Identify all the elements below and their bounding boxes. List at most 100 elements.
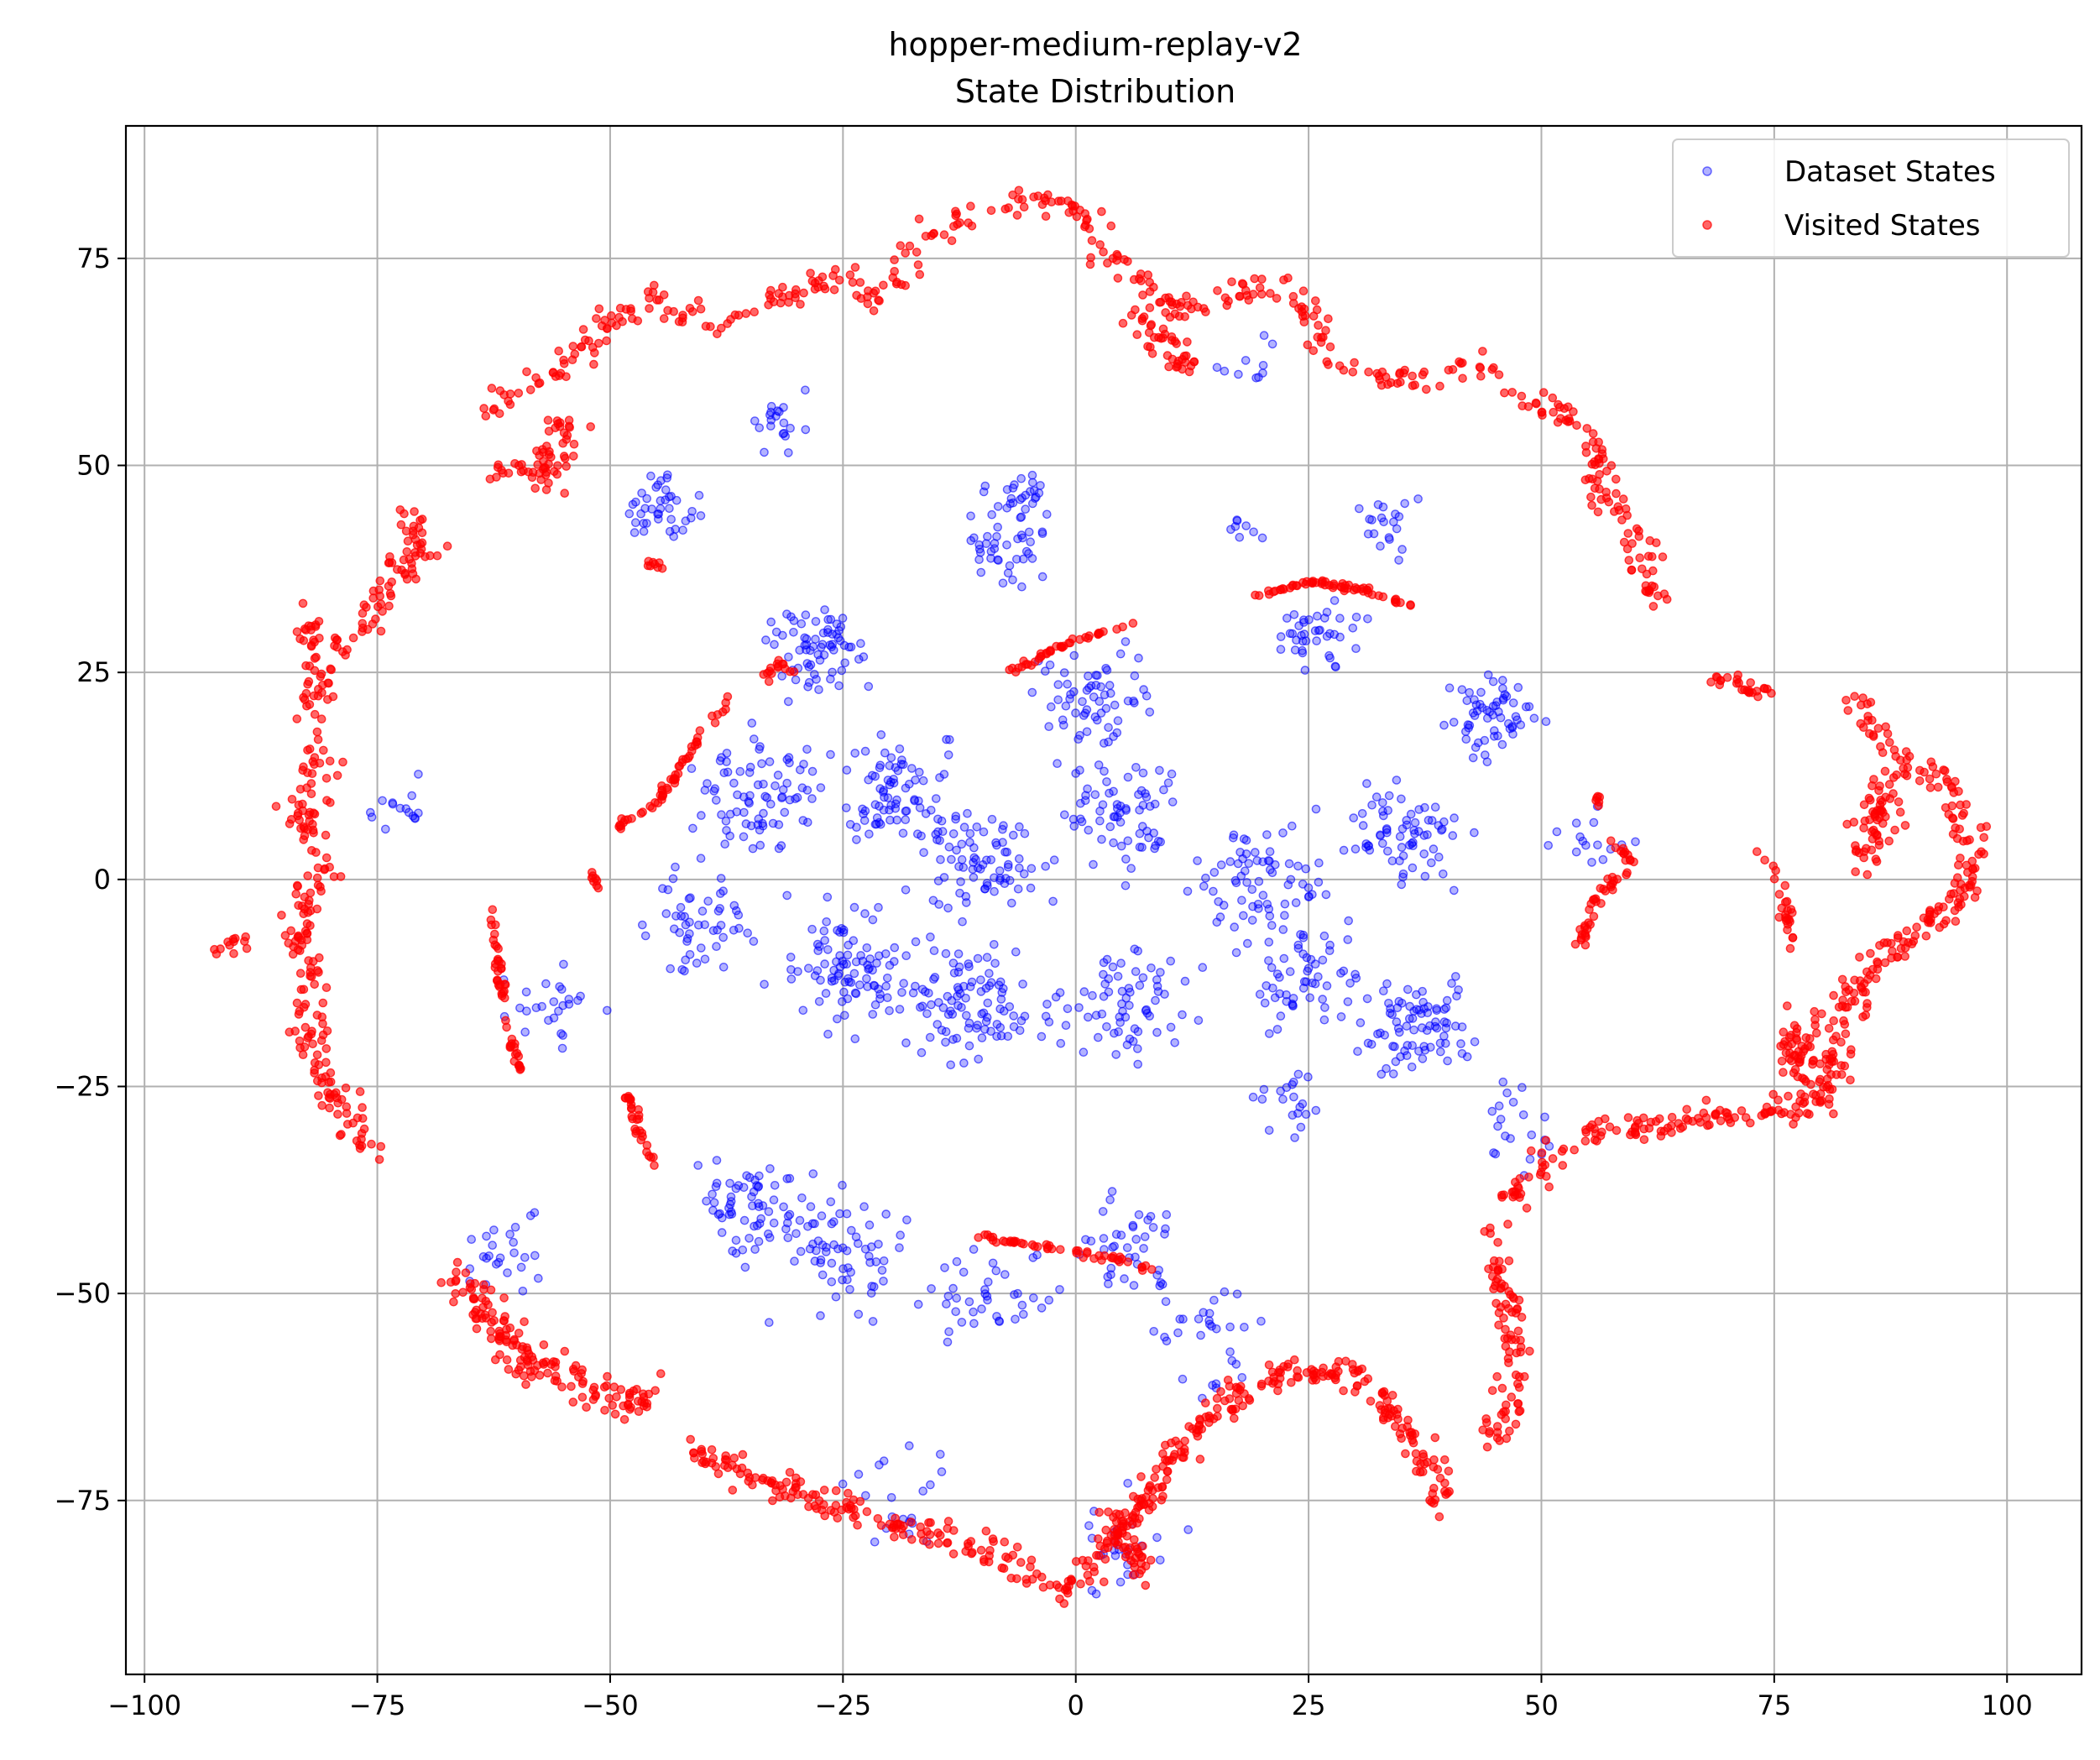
visited-point (300, 1022, 311, 1032)
dataset-point (756, 1214, 766, 1224)
dataset-point (1123, 836, 1133, 846)
dataset-point (1444, 683, 1455, 693)
dataset-point (1388, 1042, 1397, 1051)
dataset-point (832, 957, 841, 967)
visited-point (487, 1318, 497, 1327)
dataset-point (778, 785, 788, 795)
dataset-point (760, 447, 769, 457)
visited-point (856, 294, 866, 303)
visited-point (1902, 926, 1912, 936)
dataset-point (969, 843, 979, 853)
dataset-point (739, 807, 749, 817)
dataset-point (790, 1256, 799, 1266)
dataset-point (1508, 729, 1518, 739)
dataset-point (1147, 964, 1156, 973)
dataset-point (1051, 992, 1061, 1002)
dataset-point (1412, 990, 1421, 1000)
visited-point (1456, 358, 1465, 368)
dataset-point (708, 1205, 718, 1215)
visited-point (1141, 1580, 1151, 1590)
visited-point (1951, 917, 1961, 926)
visited-point (844, 1488, 853, 1498)
visited-point (1188, 297, 1198, 307)
dataset-point (1376, 541, 1385, 551)
visited-point (1958, 837, 1968, 846)
dataset-point (1037, 1031, 1047, 1042)
visited-point (1363, 1374, 1373, 1383)
dataset-point (1178, 1010, 1187, 1020)
visited-point (610, 1409, 620, 1419)
visited-point (1408, 381, 1418, 390)
visited-point (1855, 953, 1864, 962)
dataset-point (1351, 974, 1361, 983)
visited-point (775, 1492, 785, 1502)
dataset-point (708, 1189, 717, 1199)
dataset-point (1379, 517, 1388, 527)
visited-point (1740, 685, 1749, 695)
visited-point (1627, 566, 1637, 575)
visited-point (384, 601, 394, 611)
visited-point (729, 1453, 739, 1463)
dataset-point (1262, 900, 1272, 909)
dataset-point (851, 1232, 861, 1242)
dataset-point (1397, 794, 1406, 804)
visited-point (1861, 1011, 1871, 1020)
dataset-point (1350, 844, 1361, 854)
dataset-point (1016, 512, 1026, 522)
dataset-point (818, 628, 828, 638)
visited-point (1606, 836, 1616, 846)
visited-point (943, 1517, 953, 1526)
y-tick-label: −50 (54, 1277, 111, 1309)
visited-point (626, 304, 635, 314)
dataset-point (1276, 632, 1286, 641)
dataset-point (1100, 766, 1109, 776)
dataset-point (1406, 809, 1416, 819)
dataset-point (855, 980, 865, 990)
visited-point (907, 1535, 917, 1544)
visited-point (1008, 1237, 1018, 1247)
visited-point (1507, 1308, 1517, 1317)
dataset-point (1470, 711, 1480, 720)
visited-point (1201, 1398, 1210, 1407)
dataset-point (1061, 701, 1071, 711)
visited-point (1411, 1449, 1421, 1459)
dataset-point (1028, 478, 1037, 488)
visited-point (1130, 1535, 1139, 1544)
visited-point (1089, 1567, 1100, 1576)
dataset-point (843, 950, 853, 960)
visited-point (310, 637, 320, 647)
dataset-point (1301, 864, 1311, 874)
dataset-point (1152, 1027, 1162, 1037)
visited-point (359, 600, 369, 610)
dataset-point (1138, 973, 1148, 983)
dataset-point (1356, 1018, 1366, 1027)
visited-point (947, 236, 957, 246)
dataset-point (826, 749, 835, 760)
dataset-point (798, 816, 808, 825)
visited-point (300, 823, 310, 833)
dataset-point (1400, 499, 1409, 509)
dataset-point (1407, 838, 1417, 849)
visited-point (616, 824, 626, 833)
visited-point (1511, 1178, 1520, 1187)
visited-point (588, 1386, 598, 1395)
visited-point (1303, 340, 1313, 350)
dataset-point (895, 1243, 904, 1252)
dataset-point (712, 1156, 722, 1165)
visited-point (1341, 1356, 1350, 1366)
visited-point (1145, 303, 1155, 313)
dataset-point (739, 1215, 750, 1225)
visited-point (1168, 354, 1178, 364)
dataset-point (742, 1171, 751, 1181)
visited-point (1851, 847, 1861, 856)
dataset-point (796, 1246, 806, 1256)
visited-point (1122, 1532, 1131, 1541)
dataset-point (1525, 1154, 1535, 1164)
dataset-point (1552, 827, 1562, 837)
visited-point (1626, 855, 1635, 864)
dataset-point (489, 1225, 499, 1235)
visited-point (341, 1084, 351, 1093)
dataset-point (1439, 817, 1449, 827)
dataset-point (1097, 834, 1106, 844)
dataset-point (1395, 832, 1405, 842)
